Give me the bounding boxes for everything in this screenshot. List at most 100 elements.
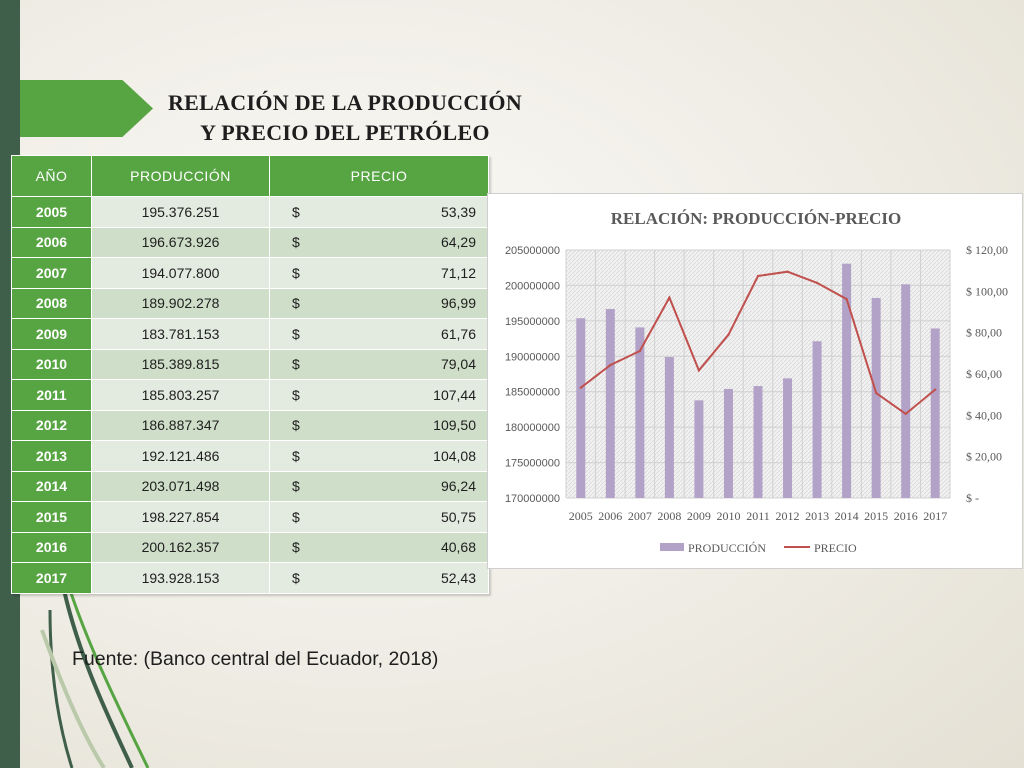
tick-label-x: 2014 [835, 509, 859, 523]
tick-label-x: 2012 [776, 509, 800, 523]
tick-label-right: $ 80,00 [966, 326, 1002, 340]
point-price [934, 388, 937, 391]
tick-label-x: 2013 [805, 509, 829, 523]
cell-year: 2016 [11, 531, 92, 563]
table-row: 2009 183.781.153 $61,76 [11, 318, 489, 350]
cell-currency: $ [269, 501, 330, 533]
title-arrow-shape [20, 80, 153, 137]
cell-currency: $ [269, 562, 330, 594]
cell-currency: $ [269, 318, 330, 350]
slide-title: RELACIÓN DE LA PRODUCCIÓN Y PRECIO DEL P… [130, 88, 560, 148]
tick-label-left: 185000000 [505, 387, 560, 399]
tick-label-x: 2011 [746, 509, 770, 523]
point-price [727, 333, 730, 336]
cell-price: 53,39 [329, 196, 489, 228]
tick-label-x: 2007 [628, 509, 652, 523]
cell-year: 2010 [11, 348, 92, 380]
bar-production [930, 328, 940, 498]
tick-label-left: 195000000 [505, 316, 560, 328]
cell-year: 2008 [11, 287, 92, 319]
bar-production [605, 308, 615, 498]
point-price [638, 349, 642, 353]
decorative-lines [40, 590, 150, 768]
cell-price: 79,04 [329, 348, 489, 380]
legend-production-label: PRODUCCIÓN [688, 541, 766, 555]
cell-production: 192.121.486 [91, 440, 270, 472]
cell-currency: $ [269, 196, 330, 228]
cell-year: 2005 [11, 196, 92, 228]
chart-title: RELACIÓN: PRODUCCIÓN-PRECIO [611, 209, 901, 228]
cell-year: 2017 [11, 562, 92, 594]
point-price [579, 386, 582, 389]
cell-price: 64,29 [329, 226, 489, 258]
cell-price: 40,68 [329, 531, 489, 563]
cell-price: 96,24 [329, 470, 489, 502]
legend: PRODUCCIÓN PRECIO [660, 541, 857, 555]
cell-price: 71,12 [329, 257, 489, 289]
tick-label-left: 180000000 [505, 422, 560, 434]
cell-year: 2009 [11, 318, 92, 350]
bar-production [783, 378, 793, 498]
tick-label-x: 2017 [923, 509, 947, 523]
cell-year: 2007 [11, 257, 92, 289]
cell-currency: $ [269, 531, 330, 563]
table-row: 2010 185.389.815 $79,04 [11, 348, 489, 380]
point-price [668, 296, 671, 299]
cell-production: 185.389.815 [91, 348, 270, 380]
tick-label-right: $ - [966, 491, 979, 505]
slide-title-line-2: Y PRECIO DEL PETRÓLEO [200, 120, 490, 145]
cell-price: 109,50 [329, 409, 489, 441]
bar-production [664, 356, 674, 498]
cell-production: 189.902.278 [91, 287, 270, 319]
cell-currency: $ [269, 287, 330, 319]
production-bars [576, 263, 940, 498]
cell-currency: $ [269, 226, 330, 258]
point-price [845, 297, 848, 301]
cell-production: 196.673.926 [91, 226, 270, 258]
cell-year: 2015 [11, 501, 92, 533]
tick-label-x: 2005 [569, 509, 593, 523]
cell-year: 2014 [11, 470, 92, 502]
bar-production [723, 388, 733, 498]
tick-label-x: 2008 [657, 509, 681, 523]
table-row: 2007 194.077.800 $71,12 [11, 257, 489, 289]
cell-price: 96,99 [329, 287, 489, 319]
cell-production: 198.227.854 [91, 501, 270, 533]
cell-production: 194.077.800 [91, 257, 270, 289]
cell-currency: $ [269, 470, 330, 502]
right-axis-ticks: $ - $ 20,00 $ 40,00 $ 60,00 $ 80,00 $ 100,00 $… [966, 243, 1008, 505]
cell-production: 186.887.347 [91, 409, 270, 441]
bar-production [812, 341, 822, 498]
chart-svg: RELACIÓN: PRODUCCIÓN-PRECIO 170000000 175… [505, 209, 1008, 555]
tick-label-x: 2016 [894, 509, 918, 523]
cell-year: 2012 [11, 409, 92, 441]
header-price: PRECIO [269, 155, 489, 197]
cell-currency: $ [269, 257, 330, 289]
cell-production: 200.162.357 [91, 531, 270, 563]
bar-production [635, 327, 645, 498]
cell-production: 195.376.251 [91, 196, 270, 228]
tick-label-left: 200000000 [505, 280, 560, 292]
cell-currency: $ [269, 440, 330, 472]
header-production: PRODUCCIÓN [91, 155, 270, 197]
tick-label-right: $ 120,00 [966, 243, 1008, 257]
bar-production [901, 284, 911, 498]
legend-production-swatch [660, 543, 684, 551]
cell-year: 2011 [11, 379, 92, 411]
cell-currency: $ [269, 379, 330, 411]
bar-production [576, 318, 586, 498]
source-note: Fuente: (Banco central del Ecuador, 2018… [72, 648, 439, 670]
cell-price: 107,44 [329, 379, 489, 411]
data-table: AÑO PRODUCCIÓN PRECIO 2005 195.376.251 $53… [11, 155, 489, 594]
point-price [786, 270, 789, 273]
tick-label-right: $ 20,00 [966, 450, 1002, 464]
tick-label-left: 170000000 [505, 493, 560, 505]
slide-title-line-1: RELACIÓN DE LA PRODUCCIÓN [167, 90, 523, 115]
cell-production: 185.803.257 [91, 379, 270, 411]
bar-production [871, 297, 881, 498]
table-row: 2015 198.227.854 $50,75 [11, 501, 489, 533]
cell-currency: $ [269, 409, 330, 441]
tick-label-right: $ 40,00 [966, 408, 1002, 422]
table-row: 2016 200.162.357 $40,68 [11, 531, 489, 563]
table-row: 2012 186.887.347 $109,50 [11, 409, 489, 441]
